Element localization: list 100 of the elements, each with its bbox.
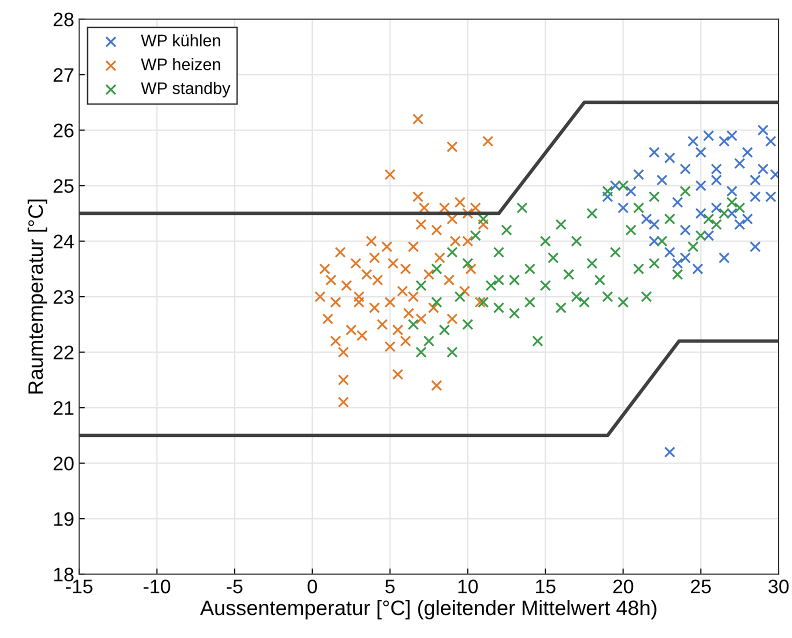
point — [703, 230, 714, 242]
point — [618, 296, 629, 308]
point — [672, 268, 684, 280]
point — [438, 324, 450, 336]
point — [400, 263, 412, 274]
point — [648, 191, 660, 202]
point — [431, 380, 442, 392]
point — [322, 313, 334, 324]
point — [459, 286, 470, 297]
y-tick-label: 22 — [54, 346, 74, 360]
point — [710, 218, 722, 230]
x-tick-label: -10 — [144, 580, 170, 594]
point — [416, 280, 427, 292]
x-tick-label: 5 — [385, 580, 395, 594]
point — [412, 191, 424, 202]
point — [692, 263, 704, 274]
point — [718, 136, 730, 147]
y-tick-label: 27 — [54, 68, 74, 82]
point — [384, 168, 396, 180]
point — [438, 202, 450, 214]
point — [381, 241, 392, 252]
point — [403, 308, 414, 319]
point — [695, 146, 706, 158]
point — [718, 252, 730, 264]
point — [446, 246, 458, 258]
point — [680, 224, 691, 236]
point — [742, 146, 754, 158]
point — [610, 246, 621, 258]
point — [586, 208, 598, 219]
point — [482, 136, 494, 147]
point — [680, 186, 691, 197]
point — [765, 136, 776, 147]
point — [726, 130, 738, 142]
point — [633, 168, 644, 180]
point — [350, 258, 362, 269]
point — [672, 196, 684, 208]
x-tick-label: -5 — [226, 580, 242, 594]
point — [444, 274, 455, 286]
x-tick-label: 25 — [690, 580, 711, 594]
point — [446, 141, 458, 152]
point — [750, 174, 761, 186]
point — [493, 274, 504, 286]
y-tick-label: 20 — [54, 456, 74, 470]
point — [672, 258, 684, 269]
point — [388, 258, 399, 269]
point — [524, 296, 536, 308]
point — [765, 191, 776, 202]
point — [470, 202, 482, 214]
point — [586, 258, 598, 269]
point — [431, 224, 442, 236]
point — [338, 374, 349, 386]
point — [625, 186, 636, 197]
point — [524, 263, 536, 274]
point — [330, 296, 342, 308]
point — [353, 296, 364, 308]
point — [428, 302, 440, 314]
point — [412, 113, 424, 125]
point — [423, 268, 434, 280]
point — [431, 263, 442, 274]
point — [625, 224, 636, 236]
point — [508, 274, 520, 286]
x-tick-label: -15 — [66, 580, 92, 594]
point — [446, 346, 458, 358]
legend-label: WP heizen — [140, 58, 220, 70]
point — [353, 291, 364, 302]
y-tick-label: 19 — [54, 512, 74, 526]
point — [648, 258, 660, 269]
point — [416, 346, 427, 358]
point — [594, 274, 606, 286]
point — [423, 336, 434, 347]
y-tick-label: 28 — [54, 12, 74, 26]
point — [718, 208, 730, 219]
point — [338, 346, 349, 358]
point — [485, 280, 497, 292]
y-tick-label: 25 — [54, 179, 74, 193]
legend-label: WP kühlen — [140, 34, 220, 46]
x-tick-label: 0 — [308, 580, 317, 594]
point — [742, 213, 754, 225]
point — [633, 202, 644, 214]
point — [602, 186, 614, 197]
point — [757, 163, 769, 175]
point — [648, 218, 660, 230]
point — [508, 308, 520, 319]
point — [656, 236, 668, 247]
point — [408, 318, 419, 330]
x-tick-label: 15 — [536, 580, 556, 594]
point — [396, 286, 408, 297]
point — [703, 213, 714, 225]
point — [346, 324, 357, 336]
point — [408, 241, 419, 252]
point — [493, 246, 504, 258]
point — [431, 296, 442, 308]
point — [602, 291, 614, 302]
point — [664, 152, 676, 164]
point — [734, 158, 746, 170]
point — [656, 174, 668, 186]
point — [688, 136, 699, 147]
point — [462, 258, 474, 269]
point — [648, 146, 660, 158]
point — [618, 202, 629, 214]
